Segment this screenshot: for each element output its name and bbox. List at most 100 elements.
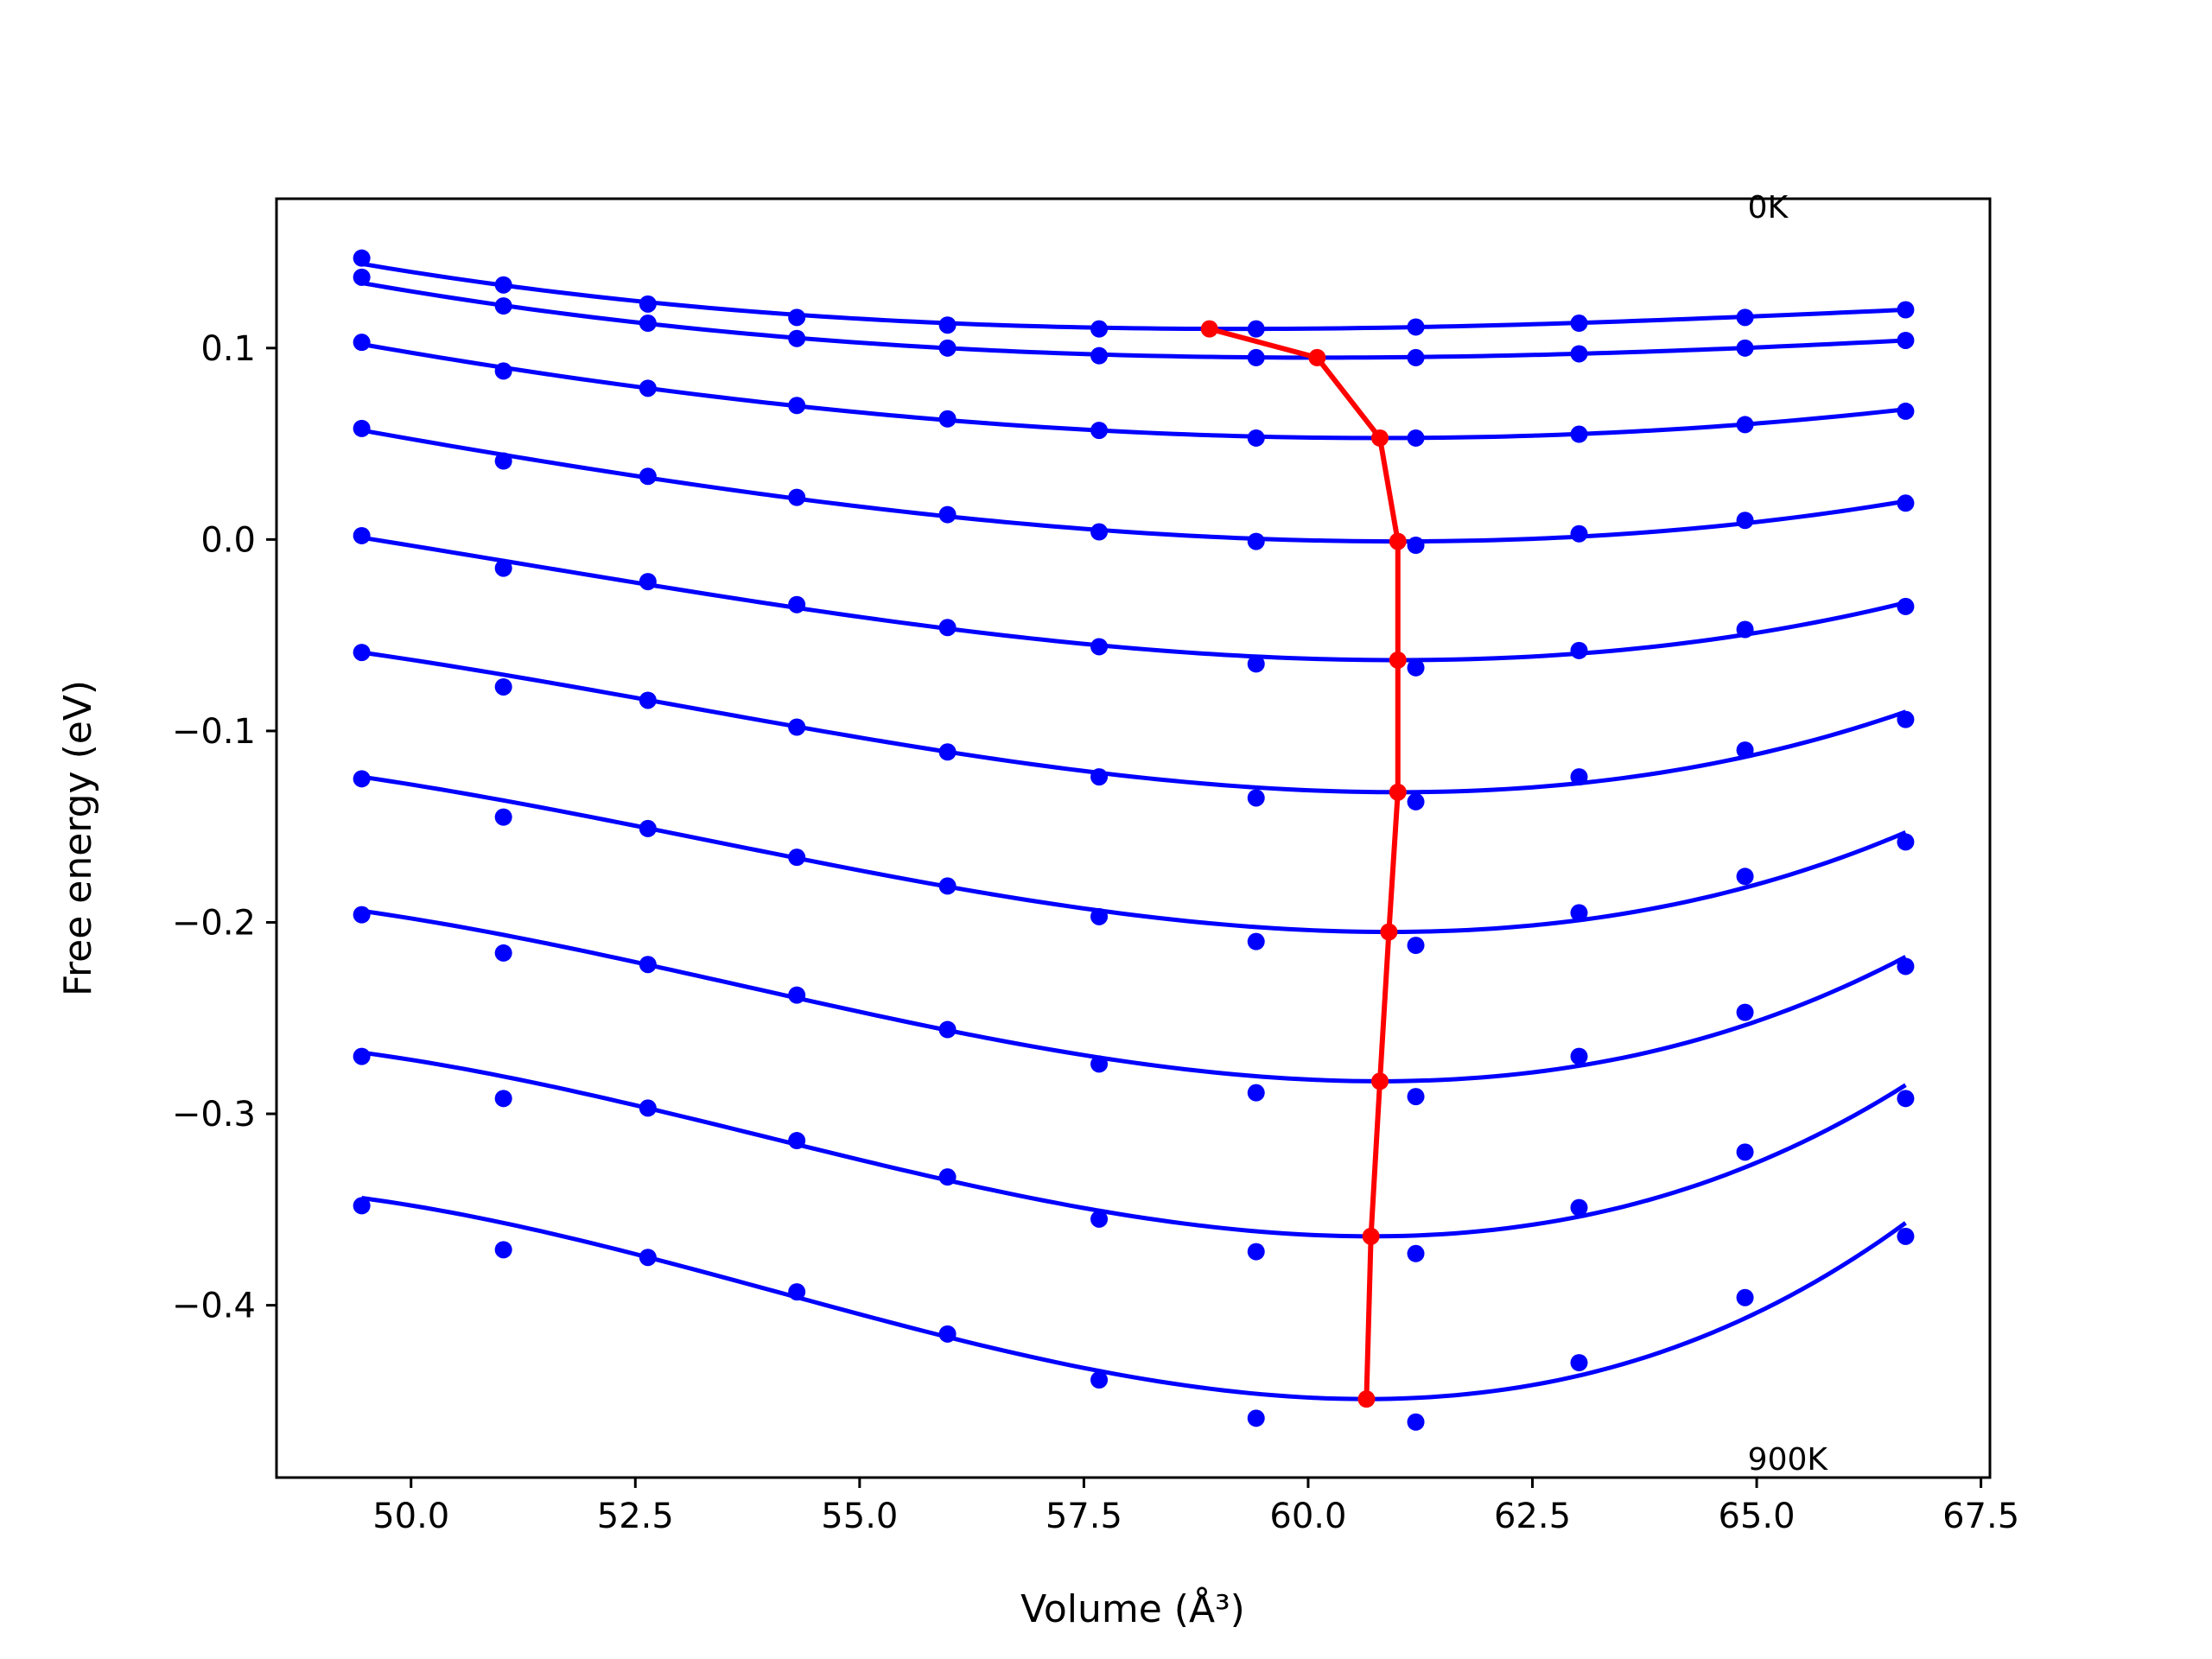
minimum-point-8 [1362, 1227, 1380, 1245]
data-point-5-3 [788, 718, 806, 736]
fit-curve-1 [361, 281, 1906, 360]
y-tick-label-3: −0.2 [172, 903, 256, 943]
data-point-6-0 [353, 770, 371, 788]
data-point-2-10 [1897, 402, 1915, 420]
data-point-6-4 [938, 877, 957, 895]
data-point-1-1 [494, 297, 512, 315]
data-point-2-6 [1247, 429, 1265, 447]
fit-curve-8 [361, 1050, 1907, 1239]
minimum-point-3 [1389, 532, 1407, 550]
data-point-1-8 [1570, 345, 1588, 363]
x-tick-label-0: 50.0 [372, 1497, 449, 1536]
data-point-2-2 [639, 379, 657, 397]
data-point-5-1 [494, 677, 512, 696]
minimum-point-0 [1200, 320, 1218, 338]
data-point-1-2 [639, 315, 657, 333]
data-point-0-5 [1090, 320, 1109, 338]
plot-area [353, 249, 1915, 1431]
data-point-4-2 [639, 573, 657, 591]
data-point-9-2 [639, 1249, 657, 1267]
data-point-7-5 [1090, 1055, 1109, 1073]
data-point-4-0 [353, 526, 371, 544]
data-point-0-7 [1407, 318, 1425, 336]
data-point-9-3 [788, 1283, 806, 1301]
data-point-4-10 [1897, 597, 1915, 615]
data-point-4-4 [938, 619, 957, 637]
data-point-3-9 [1736, 512, 1754, 530]
data-point-2-1 [494, 362, 512, 380]
data-point-5-9 [1736, 741, 1754, 760]
fit-curve-7 [361, 908, 1907, 1084]
axes-frame [275, 197, 1992, 1479]
data-point-1-6 [1247, 348, 1265, 366]
data-point-0-1 [494, 276, 512, 294]
data-point-2-9 [1736, 416, 1754, 434]
data-point-9-7 [1407, 1413, 1425, 1431]
x-tick-label-3: 57.5 [1046, 1497, 1122, 1536]
x-tick-label-6: 65.0 [1719, 1497, 1796, 1536]
data-point-4-1 [494, 559, 512, 577]
data-point-2-8 [1570, 425, 1588, 443]
data-point-7-6 [1247, 1084, 1265, 1102]
data-point-7-8 [1570, 1047, 1588, 1065]
data-point-5-8 [1570, 768, 1588, 786]
data-point-3-3 [788, 488, 806, 506]
data-point-2-4 [938, 410, 957, 428]
data-point-7-9 [1736, 1003, 1754, 1021]
data-point-5-5 [1090, 768, 1109, 786]
data-point-1-7 [1407, 348, 1425, 366]
minimum-point-6 [1380, 923, 1398, 941]
fit-curve-2 [361, 341, 1906, 441]
y-tick-label-5: −0.4 [172, 1287, 256, 1326]
x-tick-label-2: 55.0 [821, 1497, 898, 1536]
data-point-7-7 [1407, 1088, 1425, 1106]
data-point-7-4 [938, 1020, 957, 1039]
minimum-point-4 [1389, 651, 1407, 669]
data-point-6-5 [1090, 907, 1109, 925]
data-point-5-6 [1247, 789, 1265, 807]
minimum-point-1 [1308, 348, 1326, 366]
y-tick-label-1: 0.0 [200, 520, 256, 560]
data-point-2-0 [353, 334, 371, 352]
data-point-8-8 [1570, 1198, 1588, 1217]
fit-curve-6 [361, 774, 1907, 935]
fit-curve-0 [361, 261, 1906, 332]
data-point-9-5 [1090, 1371, 1109, 1389]
x-axis-label: Volume (Å³) [1020, 1586, 1245, 1631]
data-point-0-3 [788, 308, 806, 327]
data-point-6-10 [1897, 833, 1915, 851]
data-point-6-1 [494, 808, 512, 826]
data-point-1-10 [1897, 331, 1915, 349]
x-tick-label-4: 60.0 [1269, 1497, 1346, 1536]
fit-curve-4 [361, 535, 1906, 663]
data-point-3-0 [353, 419, 371, 437]
data-point-7-3 [788, 986, 806, 1004]
data-point-0-10 [1897, 301, 1915, 319]
minimum-point-5 [1389, 783, 1407, 801]
data-point-9-8 [1570, 1354, 1588, 1372]
data-point-9-10 [1897, 1227, 1915, 1245]
x-tick-label-7: 67.5 [1942, 1497, 2019, 1536]
axis-ticks: 50.0 52.5 55.0 57.5 60.0 62.5 65.0 67.5 0.1 0.0 −0… [172, 190, 2019, 1536]
data-point-2-5 [1090, 422, 1109, 440]
data-point-3-6 [1247, 532, 1265, 550]
data-point-4-6 [1247, 655, 1265, 673]
data-point-4-8 [1570, 641, 1588, 659]
data-point-9-1 [494, 1241, 512, 1259]
data-point-2-7 [1407, 429, 1425, 447]
data-point-6-3 [788, 849, 806, 867]
fit-curve-9 [361, 1196, 1907, 1402]
data-point-8-2 [639, 1099, 657, 1117]
data-point-1-0 [353, 268, 371, 286]
data-point-6-9 [1736, 868, 1754, 886]
data-point-5-7 [1407, 792, 1425, 810]
data-point-3-2 [639, 467, 657, 486]
x-tick-label-5: 62.5 [1494, 1497, 1571, 1536]
data-point-7-2 [639, 956, 657, 974]
minima-line [1208, 326, 1401, 1400]
data-point-1-9 [1736, 339, 1754, 357]
y-tick-label-4: −0.3 [172, 1095, 256, 1135]
data-point-9-4 [938, 1325, 957, 1343]
